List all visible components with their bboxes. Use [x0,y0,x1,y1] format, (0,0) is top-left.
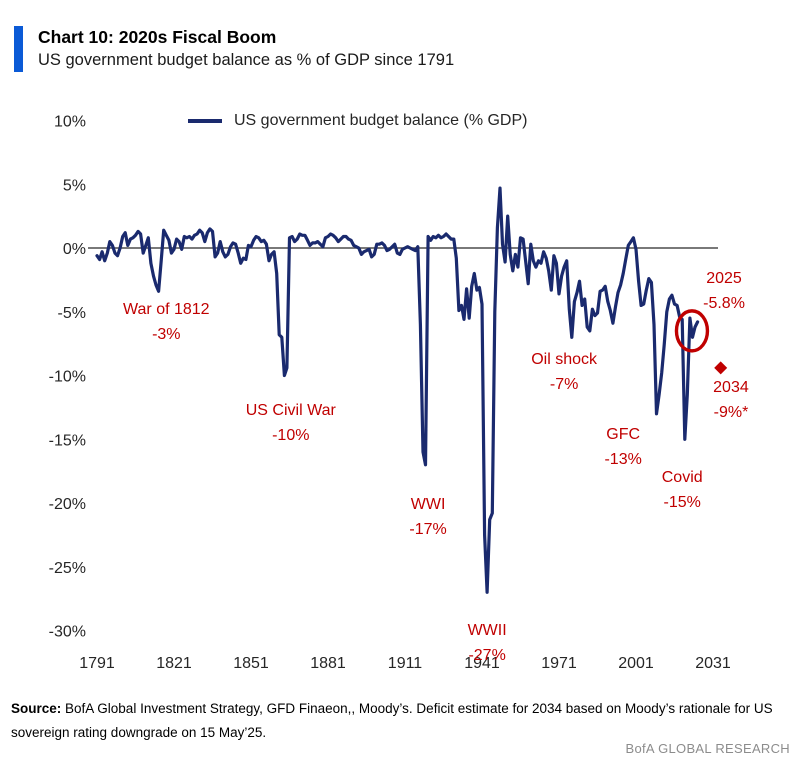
chart-title: Chart 10: 2020s Fiscal Boom [38,27,277,47]
x-tick-label: 1941 [464,655,500,672]
legend-label: US government budget balance (% GDP) [234,112,528,129]
x-tick-label: 2031 [695,655,731,672]
chart-legend: US government budget balance (% GDP) [188,112,527,130]
brand-label: BofA GLOBAL RESEARCH [625,741,790,756]
budget-balance-chart: 10% 5% 0% -5% -10% -15% -20% -25% -30% 1791 1821 18… [49,114,731,673]
x-tick-label: 1881 [310,655,346,672]
source-text: BofA Global Investment Strategy, GFD Fin… [11,701,773,740]
source-note: Source: BofA Global Investment Strategy,… [11,697,791,744]
chart-subtitle: US government budget balance as % of GDP… [38,51,455,69]
estimate-diamond [714,361,728,375]
accent-bar [14,26,23,72]
x-tick-label: 1821 [156,655,192,672]
x-tick-label: 2001 [618,655,654,672]
legend-line-swatch [188,118,222,124]
x-tick-label: 1971 [541,655,577,672]
y-tick-label: -15% [49,432,86,449]
highlight-circle [674,309,710,353]
budget-balance-line [95,186,700,594]
source-prefix: Source: [11,701,62,716]
y-tick-label: 5% [63,177,86,194]
y-tick-label: -25% [49,560,86,577]
y-tick-label: 0% [63,241,86,258]
y-tick-label: 10% [54,114,86,131]
x-tick-label: 1911 [388,655,423,672]
y-tick-label: -10% [49,369,86,386]
chart-area: 10% 5% 0% -5% -10% -15% -20% -25% -30% 1791 1821 18… [0,95,804,695]
x-tick-label: 1791 [79,655,115,672]
y-tick-label: -30% [49,624,86,641]
y-tick-label: -5% [58,305,86,322]
y-tick-label: -20% [49,496,86,513]
x-tick-label: 1851 [233,655,269,672]
